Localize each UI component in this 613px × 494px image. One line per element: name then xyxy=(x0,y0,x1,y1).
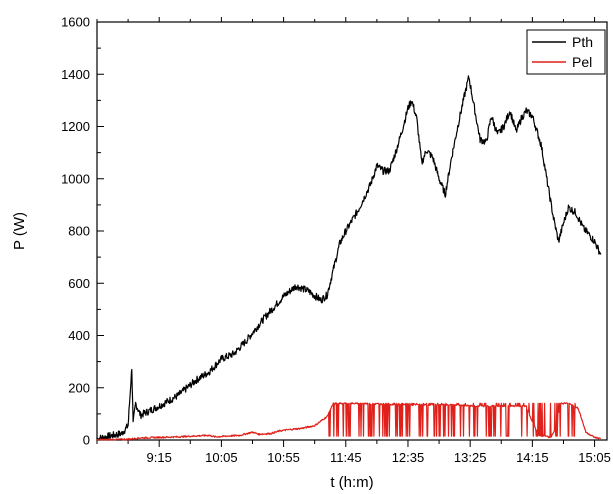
y-tick-label: 400 xyxy=(68,328,90,343)
series-layer xyxy=(96,75,602,441)
y-tick-label: 1600 xyxy=(61,15,90,30)
y-tick-label: 1200 xyxy=(61,119,90,134)
x-tick-label: 10:05 xyxy=(205,450,238,465)
y-tick-label: 1400 xyxy=(61,67,90,82)
x-tick-label: 13:25 xyxy=(454,450,487,465)
legend-label-pth: Pth xyxy=(572,34,593,50)
y-axis-ticks: 0 200 400 600 800 1000 1200 1400 1600 xyxy=(61,15,104,448)
y-tick-label: 600 xyxy=(68,276,90,291)
x-tick-label: 14:15 xyxy=(516,450,549,465)
x-tick-label: 10:55 xyxy=(267,450,300,465)
plot-frame xyxy=(96,21,608,441)
plot-border xyxy=(96,21,608,441)
legend-label-pel: Pel xyxy=(572,54,592,70)
x-tick-label: 12:35 xyxy=(392,450,425,465)
x-tick-label: 11:45 xyxy=(330,450,362,465)
x-tick-label: 15:05 xyxy=(578,450,611,465)
y-tick-label: 800 xyxy=(68,224,90,239)
legend-box xyxy=(526,29,606,75)
y-tick-label: 0 xyxy=(83,433,90,448)
series-line-pel xyxy=(96,402,602,441)
y-tick-label: 1000 xyxy=(61,171,90,186)
x-axis-ticks: 9:15 10:05 10:55 11:45 12:35 13:25 14:15 15:05 xyxy=(96,17,611,465)
y-axis-title: P (W) xyxy=(11,212,28,250)
x-tick-label: 9:15 xyxy=(147,450,172,465)
y-tick-label: 200 xyxy=(68,380,90,395)
x-axis-title: t (h:m) xyxy=(330,474,373,491)
legend: Pth Pel xyxy=(526,29,606,75)
series-line-pth xyxy=(96,75,602,441)
